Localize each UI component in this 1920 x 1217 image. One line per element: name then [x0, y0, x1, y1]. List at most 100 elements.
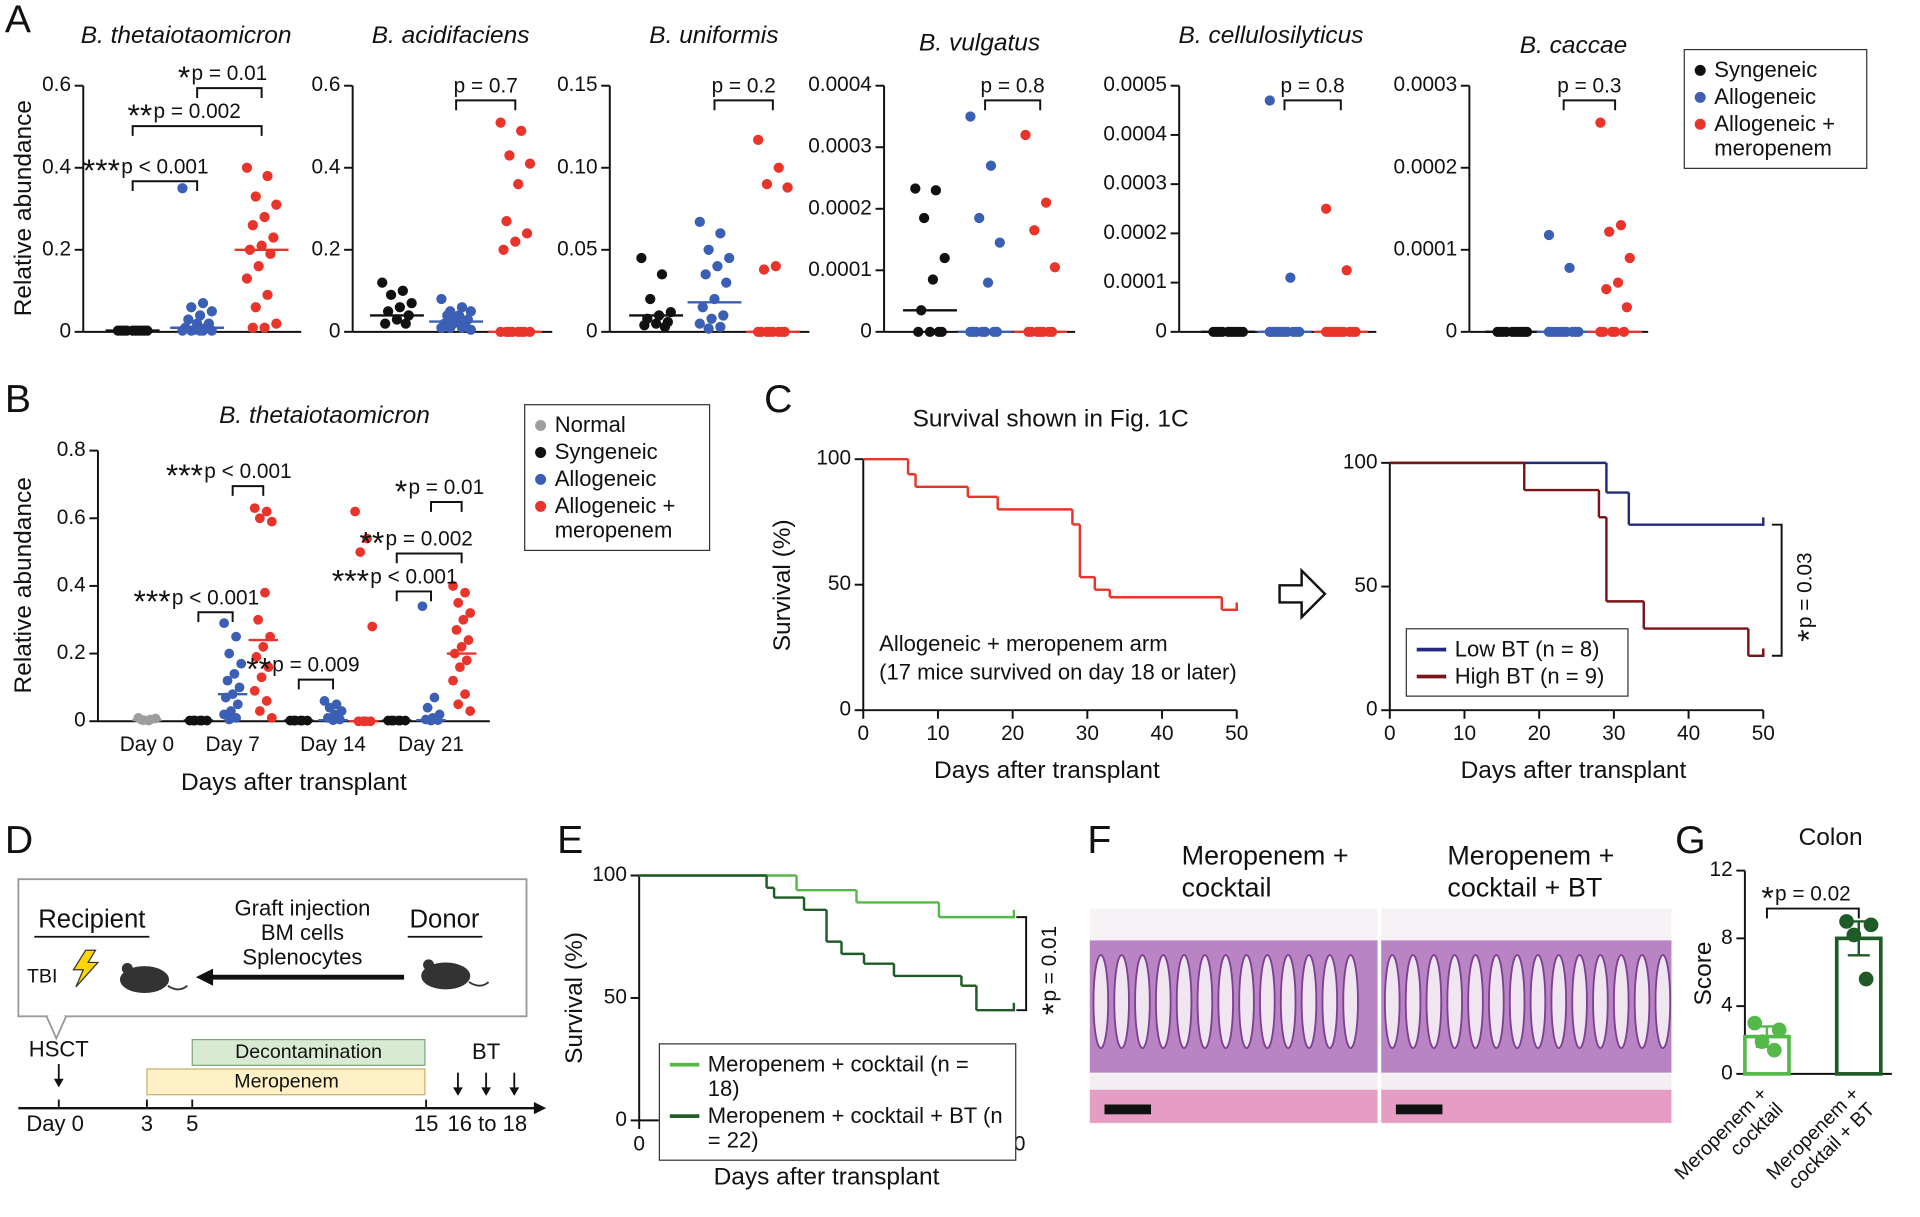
data-point	[456, 322, 468, 333]
x-tick-label: 0	[633, 1132, 645, 1155]
significance-bracket	[1562, 99, 1617, 111]
x-tick-label: 20	[1001, 722, 1024, 745]
data-point	[718, 310, 729, 321]
data-point	[715, 228, 726, 239]
data-point	[504, 150, 515, 161]
data-point	[460, 587, 470, 598]
data-point	[461, 655, 472, 666]
data-point	[436, 322, 447, 333]
data-point	[910, 183, 921, 194]
x-tick-label: 0	[857, 722, 869, 745]
legend-marker	[535, 500, 547, 512]
y-tick-label: 0.2	[57, 641, 86, 664]
y-tick-label: 100	[1343, 450, 1378, 473]
submucosa	[1381, 1075, 1672, 1090]
panel-label: F	[1087, 819, 1111, 862]
p-value: p = 0.02	[1775, 883, 1851, 906]
annotation: (17 mice survived on day 18 or later)	[879, 659, 1237, 684]
significance-bracket	[196, 87, 263, 98]
data-point	[697, 302, 708, 313]
comparison-label: p = 0.01*	[1035, 926, 1071, 1015]
timeline-diagram: Recipient Donor Graft injection BM cells…	[17, 878, 547, 1136]
diagram-pointer	[45, 1015, 67, 1041]
mouse-icon	[120, 963, 188, 994]
legend-item: Allogeneic + meropenem	[535, 493, 699, 542]
p-value: p < 0.001	[121, 155, 208, 178]
y-tick-label: 0	[586, 319, 598, 342]
data-point	[982, 277, 994, 288]
meropenem-bar	[146, 1068, 426, 1096]
data-point	[1543, 229, 1555, 241]
data-point	[234, 682, 245, 693]
data-point	[249, 503, 260, 514]
data-point	[265, 248, 276, 260]
data-point	[460, 689, 470, 700]
data-point	[253, 614, 264, 625]
panel-label: C	[764, 378, 792, 421]
data-point	[186, 302, 197, 313]
crypt	[1467, 954, 1484, 1050]
p-value: p = 0.3	[1557, 74, 1621, 97]
x-tick-label: 20	[1528, 722, 1551, 745]
data-point	[1858, 971, 1874, 987]
significance-stars: ***	[83, 152, 120, 188]
y-tick-label: 0.6	[311, 73, 340, 96]
data-point	[436, 293, 447, 305]
significance-bracket	[713, 99, 774, 111]
p-value: p < 0.001	[370, 565, 457, 588]
data-point	[706, 313, 717, 324]
p-value: p = 0.8	[981, 74, 1045, 97]
legend: Low BT (n = 8) High BT (n = 9)	[1405, 628, 1629, 697]
y-axis-title: Relative abundance	[10, 100, 37, 316]
chart-title: B. acidifaciens	[372, 22, 530, 49]
comparison-bracket	[1016, 916, 1028, 1012]
data-point	[417, 601, 428, 612]
crypt	[1196, 954, 1214, 1050]
legend-item: High BT (n = 9)	[1416, 664, 1618, 688]
bar	[1834, 936, 1883, 1076]
panel-label: E	[557, 819, 583, 862]
y-tick-label: 0.0002	[1394, 155, 1458, 178]
data-point	[1020, 129, 1031, 141]
data-point	[355, 547, 366, 557]
data-point	[465, 306, 476, 317]
data-point	[224, 648, 235, 659]
bt-arrows	[453, 1072, 520, 1096]
p-value: p < 0.001	[204, 460, 291, 483]
p-value: p = 0.01	[192, 62, 268, 85]
y-tick-label: 0	[860, 319, 872, 342]
y-tick-label: 0.2	[311, 237, 340, 260]
x-tick-label: Day 7	[205, 733, 259, 756]
data-point	[974, 212, 985, 224]
panel-label: G	[1675, 819, 1705, 862]
significance-stars: **	[360, 524, 385, 560]
data-point	[362, 533, 372, 544]
tbi-label: TBI	[27, 965, 57, 987]
data-point	[319, 696, 330, 706]
data-point	[453, 699, 464, 710]
p-value: p = 0.002	[153, 100, 240, 123]
y-tick-label: 0.6	[57, 506, 86, 529]
legend-marker	[669, 1062, 700, 1067]
data-point	[927, 274, 939, 285]
data-point	[1604, 226, 1615, 237]
data-point	[715, 321, 726, 333]
x-tick-label: 10	[1453, 722, 1476, 745]
y-tick-label: 0.4	[42, 155, 71, 178]
data-point	[249, 685, 260, 696]
y-tick-label: 0.0003	[808, 135, 872, 158]
data-point	[1601, 284, 1612, 295]
y-axis-title: Score	[1690, 942, 1717, 1006]
arrow-head	[53, 1078, 64, 1088]
data-point	[1846, 927, 1862, 943]
data-point	[183, 314, 194, 325]
significance-bracket	[231, 485, 265, 496]
crypt	[1238, 954, 1255, 1050]
p-value: p = 0.7	[454, 74, 518, 97]
data-point	[247, 220, 258, 231]
data-point	[639, 320, 650, 331]
crypt	[1404, 954, 1422, 1050]
legend-label: Normal	[554, 412, 626, 438]
p-value: p = 0.009	[272, 654, 359, 677]
